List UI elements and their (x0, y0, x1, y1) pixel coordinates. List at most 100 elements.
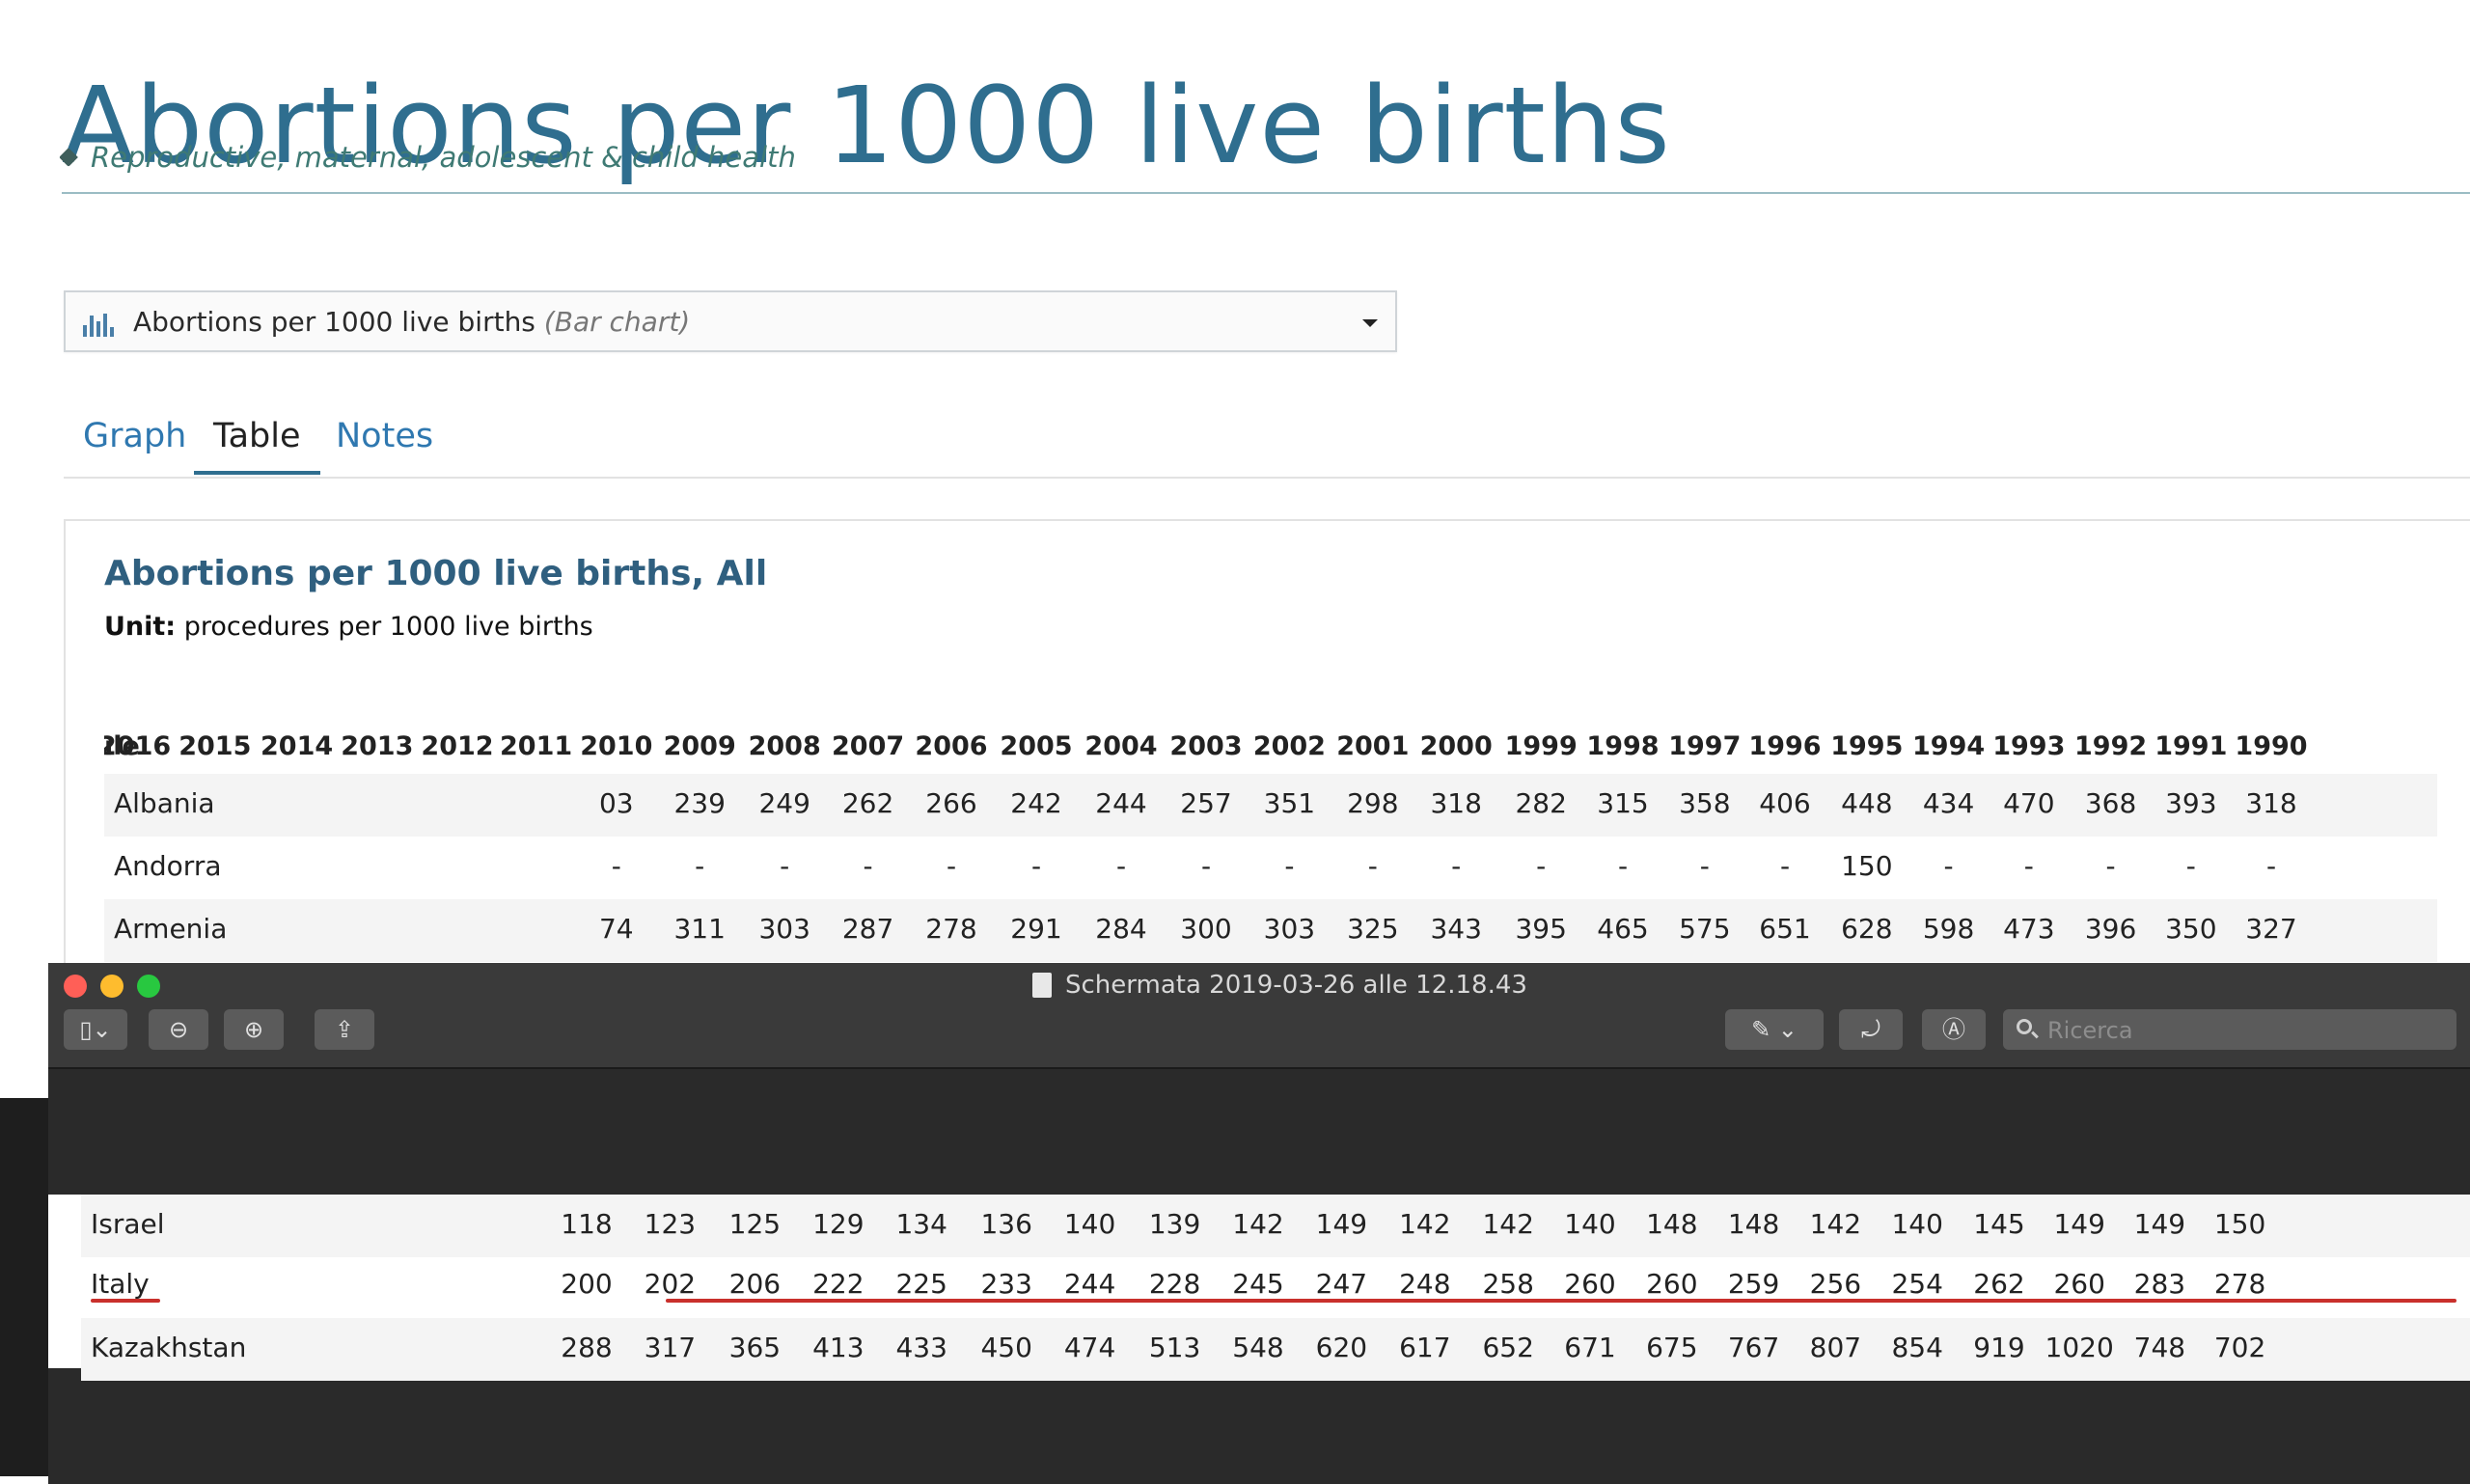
value-cell: 278 (925, 913, 977, 945)
value-cell: 470 (2003, 787, 2055, 819)
indicator-select-value: Abortions per 1000 live births (Bar char… (133, 306, 690, 338)
value-cell: 266 (925, 787, 977, 819)
year-header-cell: 2000 (1419, 731, 1493, 761)
value-cell: 142 (1482, 1208, 1534, 1240)
preview-window: Schermata 2019-03-26 alle 12.18.43 ▯⌄ ⊖ … (48, 963, 2470, 1484)
table-row: Israel 118 123 125 129 134 136 140 139 142 149 142 1… (81, 1195, 2470, 1257)
value-cell: - (2185, 850, 2196, 882)
value-cell: - (1779, 850, 1791, 882)
view-tabs: Graph Table Notes (64, 405, 2470, 479)
tab-table[interactable]: Table (194, 409, 320, 475)
page-title: Abortions per 1000 live births (62, 63, 1671, 187)
share-icon: ⇪ (334, 1016, 355, 1043)
value-cell: 351 (1263, 787, 1316, 819)
year-header-cell: 1992 (2074, 731, 2148, 761)
value-cell: - (1200, 850, 1212, 882)
value-cell: - (863, 850, 873, 882)
rotate-button[interactable]: ⤾ (1839, 1009, 1903, 1050)
value-cell: 233 (980, 1268, 1032, 1300)
search-input[interactable] (2045, 1011, 2445, 1050)
value-cell: 298 (1347, 787, 1399, 819)
value-cell: 249 (758, 787, 810, 819)
value-cell: 303 (758, 913, 810, 945)
value-cell: 282 (1515, 787, 1567, 819)
value-cell: 74 (598, 913, 634, 945)
indicator-select[interactable]: Abortions per 1000 live births (Bar char… (64, 290, 1397, 352)
sidebar-toggle-button[interactable]: ▯⌄ (64, 1009, 127, 1050)
value-cell: 260 (2053, 1268, 2105, 1300)
value-cell: 125 (728, 1208, 782, 1240)
share-button[interactable]: ⇪ (315, 1009, 374, 1050)
value-cell: - (946, 850, 957, 882)
year-header-cell: 2002 (1252, 731, 1326, 761)
zoom-out-button[interactable]: ⊖ (149, 1009, 208, 1050)
value-cell: 434 (1922, 787, 1975, 819)
year-header-cell: 1998 (1586, 731, 1660, 761)
value-cell: 142 (1399, 1208, 1451, 1240)
value-cell: 315 (1597, 787, 1649, 819)
value-cell: 598 (1922, 913, 1975, 945)
table-row: Armenia 74 311 303 287 278 291 284 300 303 325 343 3… (104, 899, 2437, 962)
value-cell: 149 (2053, 1208, 2105, 1240)
year-header-cell: 1996 (1748, 731, 1822, 761)
value-cell: 257 (1180, 787, 1232, 819)
value-cell: - (1451, 850, 1462, 882)
search-field[interactable] (2003, 1009, 2456, 1050)
value-cell: 129 (812, 1208, 864, 1240)
value-cell: 150 (2213, 1208, 2266, 1240)
tab-notes[interactable]: Notes (336, 417, 434, 455)
year-header-cell: 1994 (1912, 731, 1986, 761)
search-icon (2017, 1019, 2032, 1034)
value-cell: 287 (841, 913, 894, 945)
value-cell: - (1030, 850, 1042, 882)
annotate-button[interactable]: Ⓐ (1922, 1009, 1986, 1050)
value-cell: 239 (673, 787, 726, 819)
value-cell: 365 (728, 1332, 782, 1363)
value-cell: 628 (1841, 913, 1893, 945)
country-name-cell: Kazakhstan (91, 1332, 247, 1363)
year-header-cell: 1991 (2154, 731, 2228, 761)
value-cell: 358 (1679, 787, 1731, 819)
value-cell: 260 (1646, 1268, 1698, 1300)
value-cell: 651 (1759, 913, 1811, 945)
caret-down-icon[interactable] (1362, 319, 1378, 327)
year-header-cell: 2010 (580, 731, 653, 761)
year-header-cell: 1999 (1504, 731, 1578, 761)
value-cell: 652 (1482, 1332, 1534, 1363)
unit-line: Unit: procedures per 1000 live births (104, 612, 593, 642)
table-row: Andorra - - - - - - - - - - - - - - - 150 - - - - - (104, 837, 2437, 899)
value-cell: 248 (1399, 1268, 1451, 1300)
background-window-edge (0, 1098, 48, 1476)
country-name-cell: Armenia (114, 913, 228, 945)
year-header-cell: 2012 (421, 731, 494, 761)
value-cell: 284 (1095, 913, 1147, 945)
screenshot-content: Kazakhstan 288 317 365 413 433 450 474 513 548 620… (48, 1195, 2470, 1381)
document-icon (1032, 973, 1052, 998)
markup-button[interactable]: ✎ ⌄ (1725, 1009, 1824, 1050)
value-cell: 118 (561, 1208, 613, 1240)
year-header-cell: 2008 (748, 731, 821, 761)
minimize-window-button[interactable] (100, 975, 124, 998)
value-cell: 350 (2165, 913, 2217, 945)
value-cell: 413 (812, 1332, 864, 1363)
value-cell: - (695, 850, 705, 882)
value-cell: 150 (1841, 850, 1893, 882)
value-cell: - (611, 850, 621, 882)
value-cell: 149 (1315, 1208, 1368, 1240)
value-cell: 222 (812, 1268, 864, 1300)
zoom-in-button[interactable]: ⊕ (224, 1009, 284, 1050)
zoom-window-button[interactable] (137, 975, 160, 998)
tab-graph[interactable]: Graph (83, 417, 187, 455)
close-window-button[interactable] (64, 975, 87, 998)
value-cell: 393 (2165, 787, 2217, 819)
value-cell: 145 (1973, 1208, 2025, 1240)
year-header-cell: 2003 (1169, 731, 1243, 761)
value-cell: - (1115, 850, 1127, 882)
value-cell: 406 (1759, 787, 1811, 819)
zoom-in-icon: ⊕ (243, 1016, 264, 1043)
unit-label: Unit: (104, 612, 177, 642)
value-cell: 134 (895, 1208, 947, 1240)
category-tag[interactable]: Reproductive, maternal, adolescent & chi… (59, 141, 796, 174)
country-name-cell: Italy (91, 1268, 150, 1300)
